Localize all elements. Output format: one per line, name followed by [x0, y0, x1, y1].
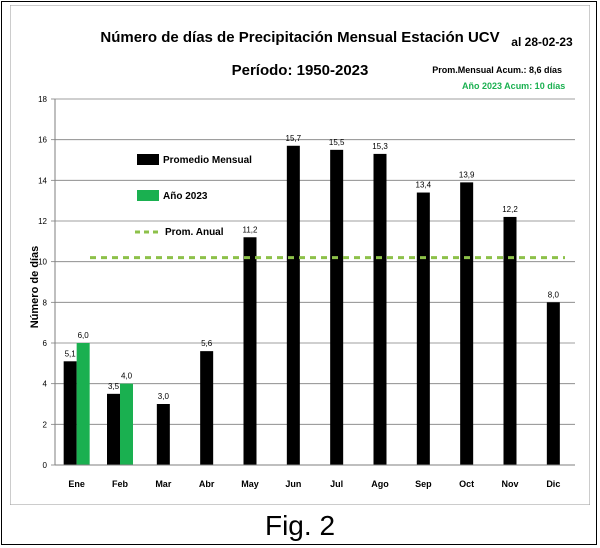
- bar-promedio: [330, 149, 344, 466]
- chart-panel: Número de días de Precipitación Mensual …: [10, 5, 590, 505]
- date-note: al 28-02-23: [511, 35, 573, 49]
- data-label: 13,9: [459, 170, 475, 179]
- x-tick-label: Feb: [112, 479, 129, 489]
- bar-promedio: [460, 182, 474, 465]
- x-tick-label: Nov: [501, 479, 518, 489]
- data-label: 11,2: [243, 225, 259, 234]
- x-tick-label: Jun: [285, 479, 301, 489]
- y-tick-label: 18: [38, 95, 47, 104]
- data-label: 12,2: [502, 205, 518, 214]
- data-label: 15,7: [286, 134, 302, 143]
- x-tick-label: Oct: [459, 479, 474, 489]
- legend-swatch-2023: [137, 190, 159, 201]
- chart-subtitle: Período: 1950-2023: [232, 62, 369, 79]
- bar-promedio: [416, 192, 430, 466]
- y-tick-label: 12: [38, 217, 47, 226]
- bar-promedio: [243, 237, 257, 465]
- x-tick-label: Abr: [199, 479, 215, 489]
- y-tick-label: 14: [38, 176, 47, 185]
- axes: 0 2 4 6 8 10 12 14 16 18 Ene Feb Mar Abr May Jun Jul Ago S…: [38, 95, 575, 489]
- bar-year-2023: [120, 383, 133, 465]
- data-label: 5,6: [201, 339, 213, 348]
- y-tick-label: 8: [43, 298, 48, 307]
- bar-promedio: [373, 153, 387, 465]
- bar-promedio: [63, 361, 77, 465]
- x-tick-label: Ago: [371, 479, 389, 489]
- bar-promedio: [107, 393, 120, 465]
- x-tick-label: Sep: [415, 479, 432, 489]
- bars: [63, 145, 560, 466]
- bar-promedio: [503, 216, 517, 465]
- data-label: 13,4: [416, 181, 432, 190]
- data-label: 5,1: [65, 349, 77, 358]
- data-label: 8,0: [548, 290, 560, 299]
- bar-promedio: [200, 351, 214, 465]
- legend-swatch-promedio: [137, 154, 159, 165]
- chart-title: Número de días de Precipitación Mensual …: [100, 29, 499, 46]
- bar-year-2023: [76, 343, 90, 465]
- legend-label-2023: Año 2023: [163, 191, 208, 202]
- year-2023-acum: Año 2023 Acum: 10 días: [462, 81, 565, 91]
- x-tick-label: May: [241, 479, 259, 489]
- x-tick-label: Mar: [155, 479, 172, 489]
- grid-lines: [55, 98, 575, 425]
- y-tick-label: 2: [43, 420, 48, 429]
- chart-border: [10, 5, 590, 505]
- y-tick-label: 10: [38, 258, 47, 267]
- y-tick-label: 16: [38, 136, 47, 145]
- bar-promedio: [156, 404, 170, 465]
- data-labels: 5,16,0 3,54,0 3,0 5,6 11,2 15,7 15,5 15,3 13,4 13…: [65, 134, 560, 401]
- chart-svg: Número de días de Precipitación Mensual …: [10, 5, 590, 505]
- figure-caption: Fig. 2: [264, 510, 336, 541]
- bar-promedio: [546, 302, 560, 465]
- data-label: 3,0: [158, 392, 170, 401]
- data-label: 15,5: [329, 138, 345, 147]
- legend: Promedio Mensual Año 2023 Prom. Anual: [135, 154, 252, 238]
- legend-label-prom-anual: Prom. Anual: [165, 227, 224, 238]
- data-label: 4,0: [121, 372, 133, 381]
- y-tick-label: 4: [43, 380, 48, 389]
- x-tick-label: Jul: [330, 479, 343, 489]
- y-axis-label: Número de días: [29, 246, 41, 329]
- bar-promedio: [286, 145, 300, 465]
- data-label: 15,3: [372, 142, 388, 151]
- data-label: 3,5: [108, 382, 120, 391]
- prom-mensual-acum: Prom.Mensual Acum.: 8,6 días: [432, 65, 562, 75]
- legend-label-promedio: Promedio Mensual: [163, 155, 252, 166]
- y-tick-label: 0: [43, 461, 48, 470]
- y-tick-label: 6: [43, 339, 48, 348]
- x-tick-label: Ene: [68, 479, 85, 489]
- x-tick-label: Dic: [546, 479, 560, 489]
- data-label: 6,0: [78, 331, 90, 340]
